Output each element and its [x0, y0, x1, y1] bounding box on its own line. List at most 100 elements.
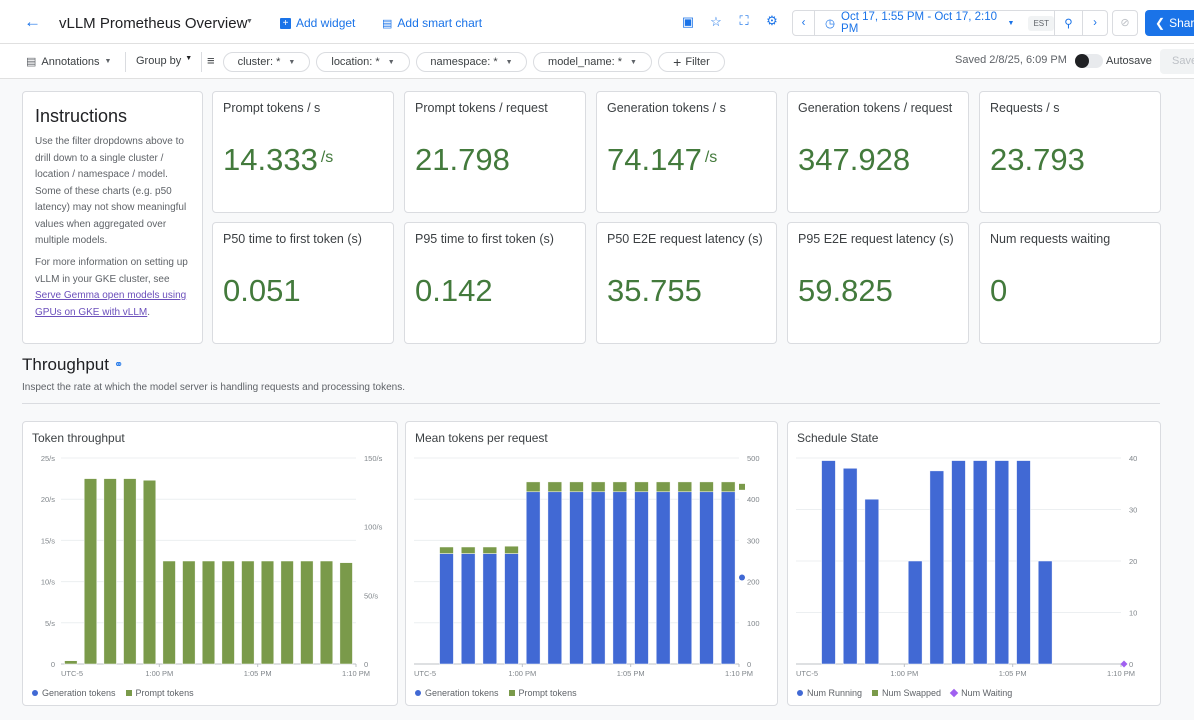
save-button[interactable]: Save [1160, 49, 1194, 74]
stat-value: 14.333/s [223, 142, 333, 178]
bar [994, 460, 1010, 665]
bar [634, 481, 649, 493]
chart-plot: 0 5/s 10/s 15/s 20/s 25/s 0 50/s 100/s 150/s UTC-5… [41, 454, 383, 678]
stat-label: Prompt tokens / s [223, 101, 321, 115]
legend-item[interactable]: Num Running [797, 688, 862, 698]
chart-legend: Num Running Num Swapped Num Waiting [797, 688, 1012, 698]
link-icon[interactable]: ⚭ [114, 359, 124, 371]
bar [83, 478, 98, 665]
bar [677, 481, 693, 493]
stat-unit: /s [320, 149, 334, 166]
filter-chip-location[interactable]: location: * ▼ [316, 52, 410, 72]
bar [439, 553, 454, 665]
add-widget-button[interactable]: + Add widget [280, 16, 355, 30]
annotations-button[interactable]: ▤ Annotations ▼ [26, 55, 111, 69]
filter-chip-model-name[interactable]: model_name: * ▼ [533, 52, 652, 72]
time-range-label: Oct 17, 1:55 PM - Oct 17, 2:10 PM [841, 11, 998, 35]
smart-chart-icon: ▤ [382, 17, 393, 30]
instructions-text: Use the filter dropdowns above to drill … [35, 136, 187, 246]
stat-number: 21.798 [415, 142, 510, 177]
filter-icon: ≡ [207, 53, 215, 68]
legend-label: Num Waiting [961, 688, 1013, 698]
bar [260, 560, 275, 665]
bar [162, 560, 176, 665]
stat-label: Generation tokens / request [798, 101, 953, 115]
clock-icon: ◷ [825, 18, 836, 30]
autosave-toggle[interactable] [1075, 54, 1103, 68]
stat-number: 35.755 [607, 273, 702, 308]
legend-item[interactable]: Num Swapped [872, 688, 941, 698]
add-smart-chart-button[interactable]: ▤ Add smart chart [382, 16, 482, 30]
dashboard-icon[interactable]: ▣ [681, 14, 695, 29]
arrow-back-icon[interactable]: ← [24, 12, 41, 31]
zoom-icon[interactable]: ⚲ [1055, 11, 1083, 35]
bar [842, 468, 858, 665]
gear-icon[interactable]: ⚙ [766, 13, 778, 28]
instructions-title: Instructions [35, 106, 128, 126]
chevron-down-icon: ▼ [630, 58, 637, 66]
bar [339, 562, 353, 665]
filter-chip-namespace[interactable]: namespace: * ▼ [416, 52, 527, 72]
share-button[interactable]: ❮ Share [1145, 10, 1194, 36]
x-tick-label: 1:05 PM [999, 669, 1027, 678]
stat-card: P95 time to first token (s) 0.142 [404, 222, 586, 344]
filter-chip-label: location: * [331, 56, 380, 68]
bar [590, 491, 606, 665]
bar [1037, 560, 1053, 665]
chevron-right-icon[interactable]: › [1093, 17, 1097, 29]
filter-chip-cluster[interactable]: cluster: * ▼ [223, 52, 310, 72]
star-icon[interactable]: ☆ [710, 14, 722, 29]
bar [460, 546, 476, 554]
latest-value-marker [739, 574, 745, 581]
stat-card: Num requests waiting 0 [979, 222, 1161, 344]
legend-item[interactable]: Generation tokens [32, 688, 116, 698]
gke-vllm-link[interactable]: Serve Gemma open models using GPUs on GK… [35, 290, 187, 318]
bar [504, 545, 519, 554]
x-tick-label: 1:10 PM [1107, 669, 1135, 678]
legend-item[interactable]: Prompt tokens [125, 688, 194, 698]
stat-value: 59.825 [798, 273, 896, 309]
group-by-button[interactable]: Group by ▼ [136, 55, 192, 67]
instructions-more: For more information on setting up vLLM … [35, 255, 195, 321]
dashboard-title[interactable]: vLLM Prometheus Overview [59, 15, 248, 32]
add-filter-label: Filter [685, 56, 710, 68]
y-tick-label: 20/s [41, 495, 55, 504]
stat-card: P50 time to first token (s) 0.051 [212, 222, 394, 344]
chevron-down-icon: ▼ [185, 55, 193, 62]
bar [612, 481, 628, 493]
legend-swatch-icon [949, 688, 959, 698]
fullscreen-icon[interactable]: ⛶ [739, 13, 749, 28]
latest-value-marker [1120, 660, 1128, 668]
y-tick-label: 10 [1129, 609, 1137, 618]
x-tick-label: UTC-5 [414, 669, 436, 678]
chart-legend: Generation tokens Prompt tokens [32, 688, 194, 698]
chevron-down-icon: ▼ [288, 58, 296, 66]
filter-bar: ▤ Annotations ▼ Group by ▼ ≡ cluster: * ▼… [0, 44, 1194, 79]
filter-chip-label: model_name: * [548, 56, 623, 68]
legend-swatch-icon [32, 690, 38, 696]
chevron-down-icon[interactable]: ▼ [246, 18, 253, 25]
bar [655, 481, 671, 493]
bar [569, 491, 584, 665]
add-filter-button[interactable]: + Filter [658, 52, 725, 72]
legend-item[interactable]: Prompt tokens [508, 688, 577, 698]
bar [612, 491, 628, 665]
bar [221, 560, 235, 665]
bar [460, 553, 476, 665]
autosave-label: Autosave [1106, 55, 1152, 67]
stat-value: 21.798 [415, 142, 513, 178]
legend-label: Prompt tokens [518, 688, 577, 698]
link-off-icon[interactable]: ⊘ [1112, 10, 1138, 36]
time-range-button[interactable]: ◷ Oct 17, 1:55 PM - Oct 17, 2:10 PM ▼ ES… [815, 11, 1055, 35]
chevron-left-icon[interactable]: ‹ [793, 11, 815, 35]
bar [720, 491, 736, 665]
stat-label: Generation tokens / s [607, 101, 726, 115]
legend-label: Num Swapped [882, 688, 942, 698]
bar [182, 560, 196, 665]
legend-item[interactable]: Generation tokens [415, 688, 499, 698]
bar [439, 546, 454, 554]
y-tick-label: 40 [1129, 454, 1137, 463]
legend-item[interactable]: Num Waiting [949, 688, 1013, 698]
stat-number: 23.793 [990, 142, 1085, 177]
chart-legend: Generation tokens Prompt tokens [415, 688, 577, 698]
